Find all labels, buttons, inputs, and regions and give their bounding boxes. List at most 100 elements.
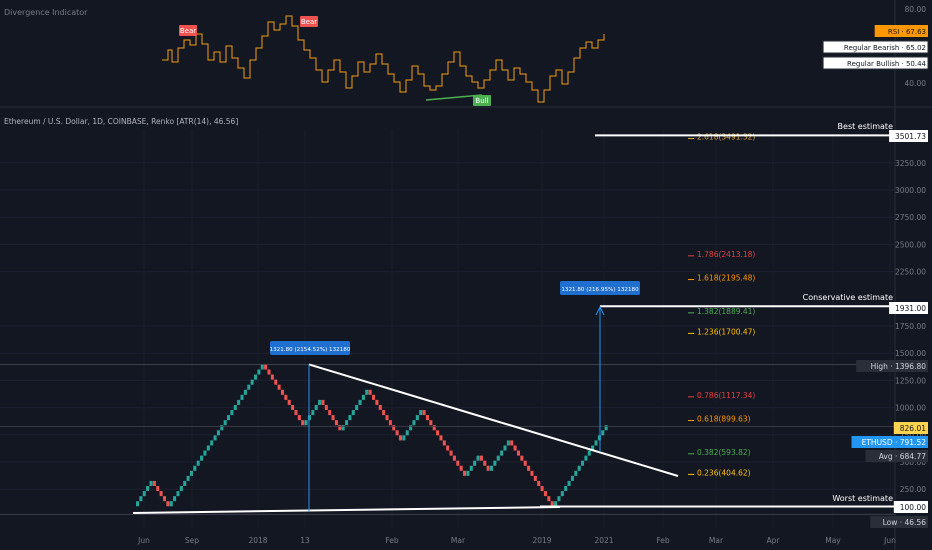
renko-brick [193,465,197,471]
renko-brick [149,480,153,487]
renko-brick [527,465,531,471]
rsi-tag: Regular Bearish · 65.02 [844,44,926,52]
renko-brick [409,425,413,431]
renko-brick [530,470,534,476]
y-tick-label: 2500.00 [895,240,926,249]
renko-brick [547,496,551,502]
renko-brick [466,470,470,476]
renko-brick [254,374,258,380]
renko-brick [415,415,419,421]
descending-trendline [308,363,679,477]
renko-brick [516,450,521,456]
renko-brick [321,399,325,405]
y-tick-label: 1000.00 [895,404,926,413]
renko-brick [277,384,281,390]
y-tick-label: 500.00 [900,458,926,467]
price-panel: Ethereum / U.S. Dollar, 1D, COINBASE, Re… [0,107,928,550]
renko-brick [338,425,342,431]
y-tick-label: 750.00 [900,431,926,440]
renko-brick [597,435,601,441]
renko-brick [267,369,271,375]
renko-brick [227,415,231,421]
renko-brick [152,480,156,487]
y-tick-label: 1500.00 [895,349,926,358]
renko-brick [577,465,581,471]
renko-brick [223,420,227,426]
rsi-value-tags: RSI · 67.63 Regular Bearish · 65.02 Regula… [822,25,929,70]
measure-label-bg [270,341,350,355]
renko-brick [550,501,554,507]
estimate-annotation: Conservative estimate [803,293,893,302]
renko-brick [243,389,247,395]
renko-brick [419,410,423,416]
renko-brick [543,491,547,497]
renko-brick [554,501,558,507]
renko-brick [425,415,429,421]
renko-brick [591,445,595,451]
renko-brick [334,420,338,426]
renko-brick [284,394,288,400]
renko-brick [503,445,507,451]
renko-brick [291,404,295,411]
rsi-line [162,15,605,103]
symbol-title: Ethereum / U.S. Dollar, 1D, COINBASE, Re… [4,117,238,126]
drawings: 1321.80 (2154.52%) 132180 1321.80 (216.95… [0,122,895,515]
renko-brick [587,450,591,456]
renko-brick [328,410,332,416]
signal-marker-bg [300,16,318,27]
renko-brick [250,379,254,385]
renko-brick [280,389,285,395]
x-tick-label: Feb [656,536,670,545]
rsi-tick-label: 40.00 [905,79,927,88]
renko-brick [564,486,568,492]
renko-brick [506,440,510,446]
signal-marker: Bear [180,27,196,35]
renko-brick [304,420,308,426]
renko-brick [294,410,298,416]
renko-brick [139,496,143,502]
renko-brick [355,404,359,411]
renko-brick [375,399,379,405]
x-tick-label: Jun [883,536,896,545]
signal-marker-bg [473,95,491,106]
y-tick-label: 1750.00 [895,322,926,331]
renko-brick [146,486,150,492]
renko-brick [301,420,305,426]
renko-brick [604,425,608,431]
renko-brick [382,410,386,416]
x-tick-label: Feb [385,536,399,545]
renko-brick [176,491,180,497]
renko-brick [318,399,322,405]
price-tag: 826.01 [900,424,926,433]
renko-brick [287,399,291,405]
fib-level-label: 0.618(899.63) [697,415,751,424]
bull-divergence-line [425,94,483,101]
rsi-tag-bg [874,25,928,37]
x-tick-label: 13 [300,536,310,545]
renko-brick [412,420,416,426]
price-tag-bg [870,516,928,528]
renko-brick [213,435,217,441]
renko-brick [173,496,177,502]
renko-brick [439,435,443,441]
rsi-panel-title: Divergence Indicator [4,8,88,17]
renko-brick [523,460,527,466]
price-tag-bg [851,436,928,448]
renko-brick [186,475,190,481]
rsi-tag: Regular Bullish · 50.44 [847,60,926,68]
fib-level-label: 1.786(2413.18) [697,250,755,259]
price-tag: 1931.00 [895,304,926,313]
fib-level-label: 0.236(404.62) [697,468,751,477]
x-tick-label: Sep [185,536,199,545]
price-tag-bg [893,422,928,434]
measure-label-bg [560,281,640,295]
renko-bricks [136,364,608,507]
price-tag-bg [856,360,928,372]
renko-brick [270,374,274,380]
price-tag: 3501.73 [895,132,926,141]
x-tick-label: 2019 [532,536,551,545]
renko-brick [446,445,450,451]
renko-brick [237,399,241,405]
renko-brick [570,475,574,481]
